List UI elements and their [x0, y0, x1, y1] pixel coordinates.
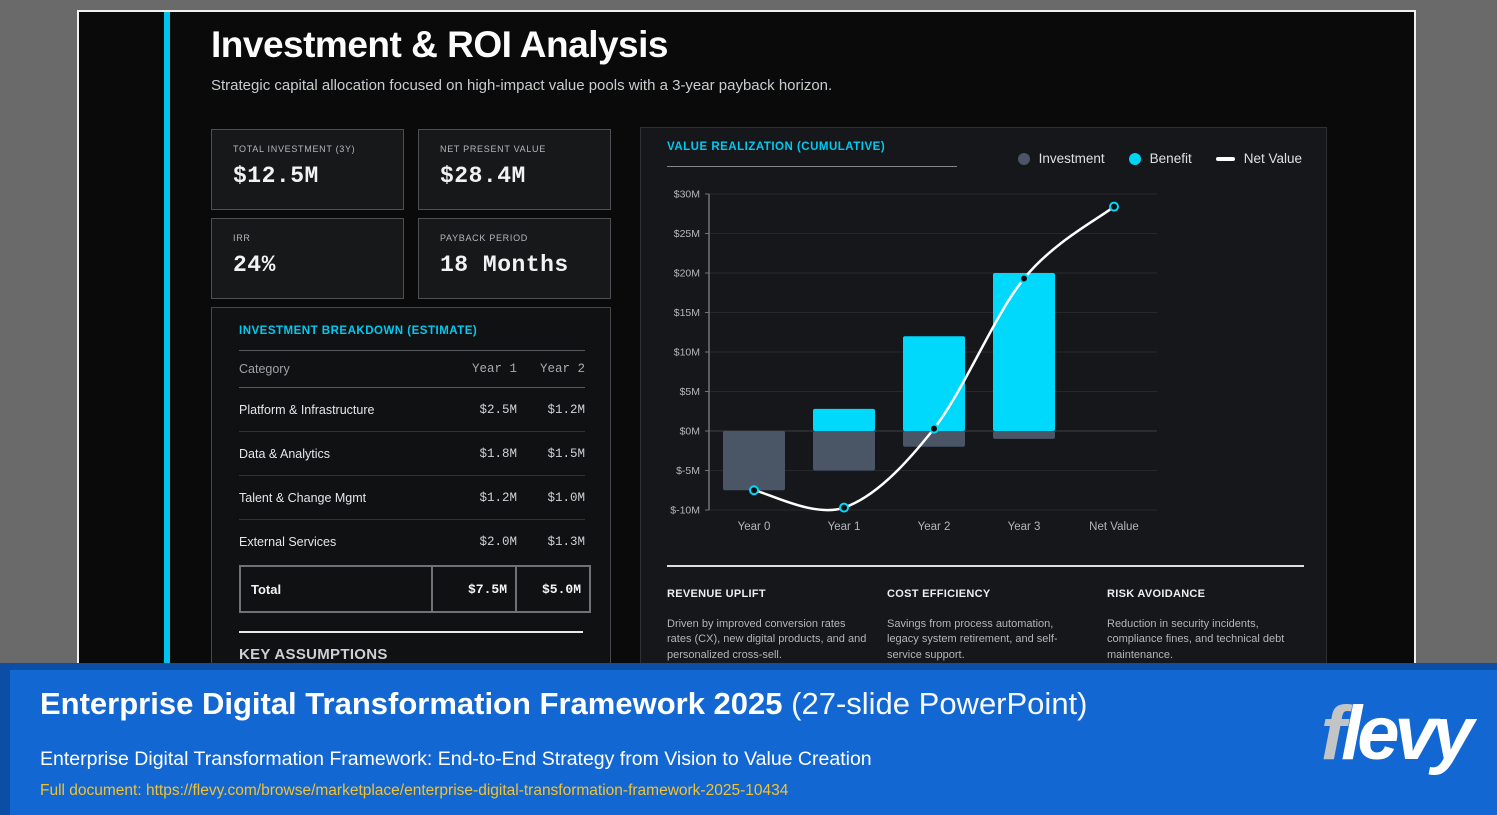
breakdown-title: INVESTMENT BREAKDOWN (ESTIMATE) [239, 325, 478, 337]
flevy-logo-levy: levy [1341, 691, 1474, 776]
kpi-card-irr: IRR 24% [211, 218, 404, 299]
document-title: Enterprise Digital Transformation Framew… [40, 686, 1088, 722]
row-year1-value: $1.8M [479, 447, 517, 461]
svg-text:$20M: $20M [674, 268, 700, 280]
kpi-value: $12.5M [233, 163, 319, 189]
investment-breakdown-panel: INVESTMENT BREAKDOWN (ESTIMATE) Category… [211, 307, 611, 690]
row-category: Platform & Infrastructure [239, 403, 375, 417]
kpi-label: TOTAL INVESTMENT (3Y) [233, 144, 356, 154]
svg-text:Year 2: Year 2 [918, 521, 951, 533]
document-subtitle: Enterprise Digital Transformation Framew… [40, 748, 872, 770]
svg-text:Net Value: Net Value [1089, 521, 1139, 533]
svg-text:$15M: $15M [674, 307, 700, 319]
benefit-swatch-icon [1128, 152, 1141, 165]
row-category: Talent & Change Mgmt [239, 491, 367, 505]
driver-text: Reduction in security incidents, complia… [1107, 618, 1285, 661]
slide-title: Investment & ROI Analysis [211, 24, 669, 65]
kpi-grid: TOTAL INVESTMENT (3Y) $12.5M NET PRESENT… [211, 129, 611, 299]
kpi-card-payback: PAYBACK PERIOD 18 Months [418, 218, 611, 299]
slide-header: Investment & ROI Analysis Strategic capi… [211, 24, 1111, 94]
svg-text:$-10M: $-10M [670, 505, 700, 517]
legend-item-net-value: Net Value [1215, 151, 1302, 166]
chart-legend: Investment Benefit Net Value [1017, 151, 1302, 166]
breakdown-table-header: Category Year 1 Year 2 [239, 351, 585, 388]
svg-text:$-5M: $-5M [676, 465, 700, 477]
total-year2-value: $5.0M [515, 567, 589, 611]
svg-text:$10M: $10M [674, 347, 700, 359]
table-total-row: Total $7.5M $5.0M [239, 565, 591, 613]
driver-text: Driven by improved conversion rates rate… [667, 618, 867, 661]
flevy-logo-f: f [1320, 691, 1346, 776]
legend-label: Benefit [1149, 151, 1192, 166]
row-year2-value: $1.2M [547, 403, 585, 417]
breakdown-table: Category Year 1 Year 2 Platform & Infras… [239, 350, 585, 563]
flevy-logo[interactable]: flevy [1321, 696, 1474, 772]
kpi-value: 24% [233, 252, 276, 278]
value-realization-panel: VALUE REALIZATION (CUMULATIVE) Investmen… [640, 127, 1327, 690]
net-value-swatch-icon [1215, 156, 1235, 161]
full-document-link[interactable]: Full document: https://flevy.com/browse/… [40, 782, 789, 799]
kpi-value: 18 Months [440, 252, 569, 278]
column-header-category: Category [239, 362, 290, 376]
svg-text:Year 0: Year 0 [738, 521, 771, 533]
row-year2-value: $1.5M [547, 447, 585, 461]
investment-swatch-icon [1017, 152, 1030, 165]
kpi-card-total-investment: TOTAL INVESTMENT (3Y) $12.5M [211, 129, 404, 210]
row-year1-value: $1.2M [479, 491, 517, 505]
table-row: Data & Analytics $1.8M $1.5M [239, 432, 585, 476]
divider [667, 166, 957, 167]
chart-title: VALUE REALIZATION (CUMULATIVE) [667, 141, 886, 153]
svg-text:Year 1: Year 1 [828, 521, 861, 533]
total-year1-value: $7.5M [431, 567, 515, 611]
value-realization-chart: $30M $25M $20M $15M $10M $5M $0M $-5M $-10M Year … [670, 189, 1157, 533]
divider [239, 631, 583, 633]
column-header-year1: Year 1 [471, 362, 517, 376]
driver-title: RISK AVOIDANCE [1107, 588, 1206, 600]
driver-title: REVENUE UPLIFT [667, 588, 766, 600]
legend-item-benefit: Benefit [1128, 151, 1192, 166]
kpi-label: NET PRESENT VALUE [440, 144, 546, 154]
row-year1-value: $2.5M [479, 403, 517, 417]
flevy-footer-banner: Enterprise Digital Transformation Framew… [0, 663, 1497, 815]
driver-risk-avoidance: RISK AVOIDANCE Reduction in security inc… [1107, 588, 1307, 663]
svg-text:$30M: $30M [674, 189, 700, 201]
document-title-format: (27-slide PowerPoint) [782, 686, 1088, 721]
key-assumptions-heading: KEY ASSUMPTIONS [239, 646, 388, 663]
table-row: Platform & Infrastructure $2.5M $1.2M [239, 388, 585, 432]
powerpoint-slide: Investment & ROI Analysis Strategic capi… [77, 10, 1416, 690]
divider [667, 565, 1304, 567]
svg-text:$5M: $5M [680, 386, 700, 398]
document-title-name: Enterprise Digital Transformation Framew… [40, 686, 783, 721]
slide-subtitle: Strategic capital allocation focused on … [211, 76, 833, 94]
total-label: Total [251, 581, 282, 597]
svg-text:Year 3: Year 3 [1008, 521, 1041, 533]
table-row: Talent & Change Mgmt $1.2M $1.0M [239, 476, 585, 520]
svg-text:$25M: $25M [674, 228, 700, 240]
driver-cost-efficiency: COST EFFICIENCY Savings from process aut… [887, 588, 1087, 663]
row-year1-value: $2.0M [479, 535, 517, 549]
banner-inner: Enterprise Digital Transformation Framew… [10, 670, 1497, 815]
legend-label: Investment [1038, 151, 1105, 166]
driver-revenue-uplift: REVENUE UPLIFT Driven by improved conver… [667, 588, 867, 663]
kpi-value: $28.4M [440, 163, 526, 189]
row-year2-value: $1.3M [547, 535, 585, 549]
svg-text:$0M: $0M [680, 426, 700, 438]
column-header-year2: Year 2 [539, 362, 585, 376]
row-year2-value: $1.0M [547, 491, 585, 505]
kpi-label: PAYBACK PERIOD [440, 233, 528, 243]
driver-title: COST EFFICIENCY [887, 588, 991, 600]
kpi-card-npv: NET PRESENT VALUE $28.4M [418, 129, 611, 210]
table-row: External Services $2.0M $1.3M [239, 520, 585, 563]
kpi-label: IRR [233, 233, 251, 243]
row-category: Data & Analytics [239, 447, 331, 461]
legend-item-investment: Investment [1017, 151, 1105, 166]
row-category: External Services [239, 535, 337, 549]
legend-label: Net Value [1243, 151, 1302, 166]
slide-accent-bar [164, 12, 170, 690]
value-drivers: REVENUE UPLIFT Driven by improved conver… [667, 588, 1312, 663]
driver-text: Savings from process automation, legacy … [887, 618, 1058, 661]
